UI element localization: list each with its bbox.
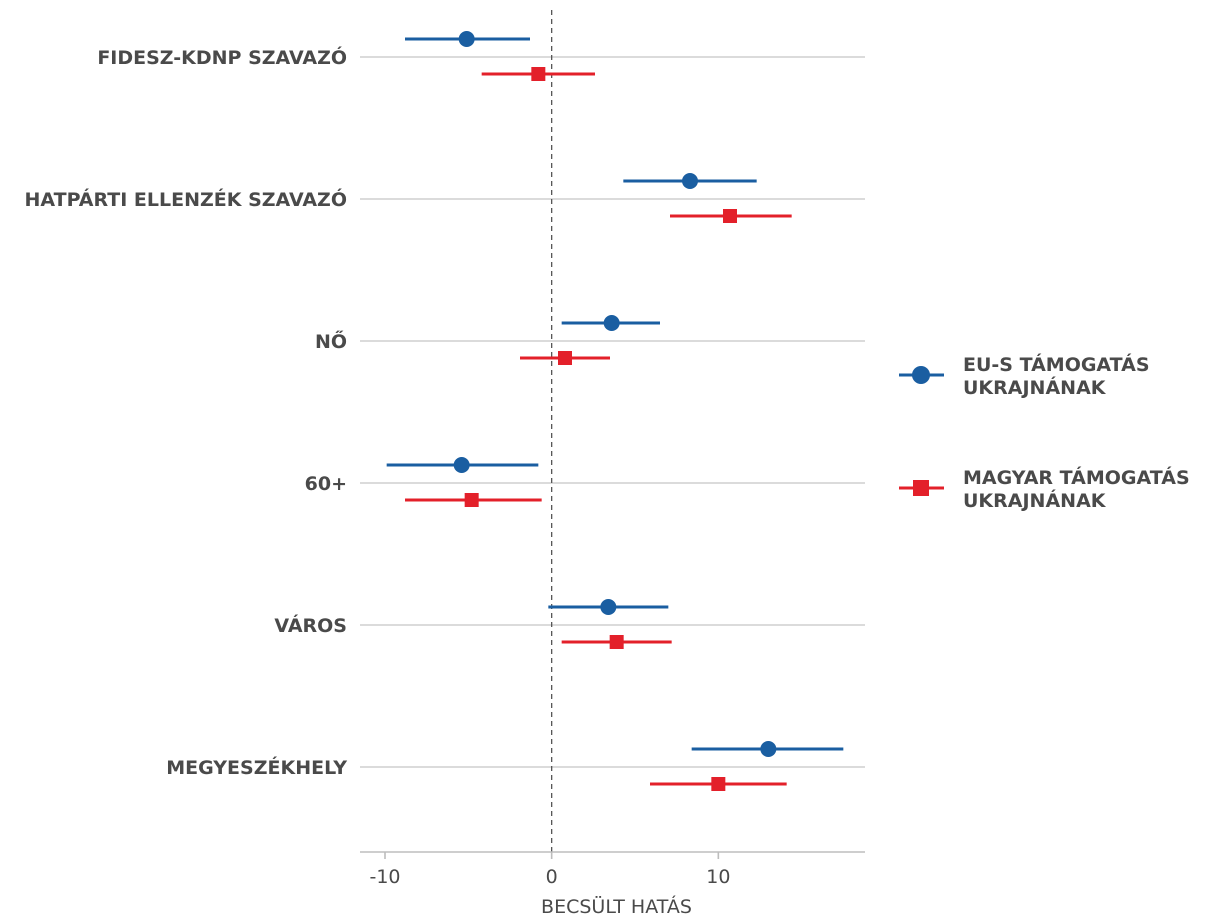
point-estimate-circle bbox=[453, 457, 470, 473]
category-label: FIDESZ-KDNP SZAVAZÓ bbox=[97, 45, 347, 69]
point-estimate-circle bbox=[682, 173, 698, 189]
x-tick-label: 10 bbox=[706, 866, 730, 888]
legend: EU-S TÁMOGATÁS UKRAJNÁNAK MAGYAR TÁMOGATÁS… bbox=[899, 353, 1190, 512]
category-label: MEGYESZÉKHELY bbox=[166, 756, 347, 779]
x-tick-label: 0 bbox=[546, 866, 558, 888]
legend-square-icon bbox=[913, 480, 929, 496]
category-label: NŐ bbox=[315, 329, 347, 353]
x-tick-label: -10 bbox=[369, 866, 400, 888]
category-label: HATPÁRTI ELLENZÉK SZAVAZÓ bbox=[25, 187, 348, 211]
point-estimate-circle bbox=[603, 315, 620, 331]
point-estimate-square bbox=[464, 493, 479, 507]
point-estimate-square bbox=[558, 351, 572, 365]
x-axis-ticks: -10 0 10 bbox=[369, 852, 730, 888]
legend-label: MAGYAR TÁMOGATÁS UKRAJNÁNAK bbox=[963, 466, 1190, 512]
legend-circle-icon bbox=[912, 366, 930, 384]
legend-label: EU-S TÁMOGATÁS UKRAJNÁNAK bbox=[963, 353, 1150, 399]
data-marks bbox=[386, 31, 844, 791]
point-estimate-square bbox=[609, 635, 624, 649]
gridlines bbox=[360, 56, 865, 768]
category-labels: FIDESZ-KDNP SZAVAZÓ HATPÁRTI ELLENZÉK SZA… bbox=[25, 45, 348, 779]
point-estimate-square bbox=[723, 209, 737, 223]
point-estimate-square bbox=[531, 67, 546, 81]
point-estimate-circle bbox=[600, 599, 617, 615]
point-estimate-circle bbox=[458, 31, 475, 47]
category-label: 60+ bbox=[305, 473, 347, 495]
point-estimate-circle bbox=[760, 741, 777, 757]
point-estimate-square bbox=[711, 777, 726, 791]
category-label: VÁROS bbox=[274, 614, 347, 637]
x-axis-title: BECSÜLT HATÁS bbox=[541, 895, 692, 917]
